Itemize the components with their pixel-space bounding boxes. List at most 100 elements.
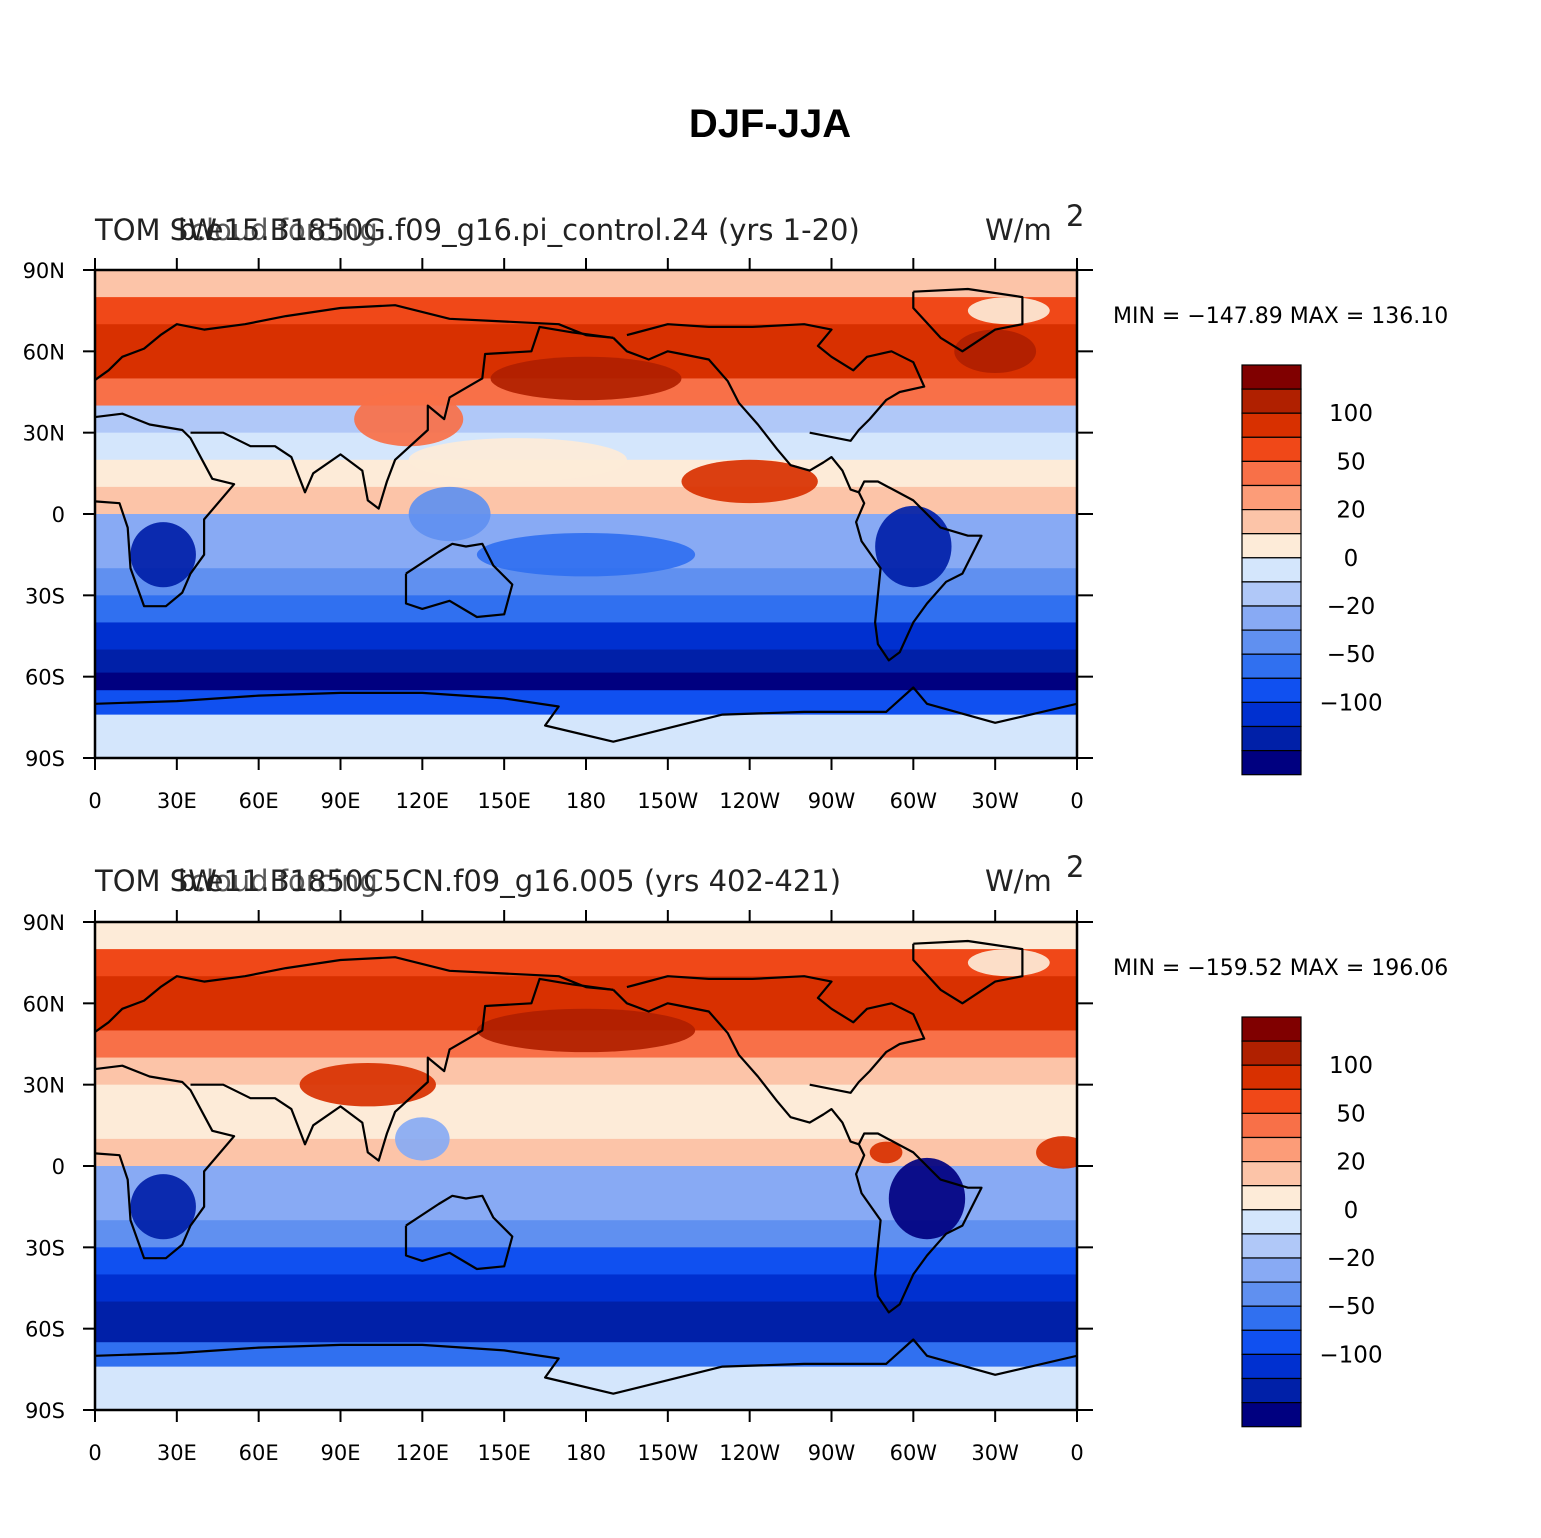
- field-anomaly: [130, 522, 196, 588]
- colorbar-box: [1241, 1112, 1302, 1139]
- latitude-band: [95, 1084, 1077, 1113]
- x-tick-label: 180: [566, 789, 606, 813]
- colorbar-label: 100: [1329, 401, 1373, 427]
- colorbar-label: 0: [1344, 546, 1359, 572]
- x-tick-label: 90E: [321, 789, 361, 813]
- colorbar-box: [1241, 412, 1302, 438]
- colorbar-label: −100: [1319, 690, 1382, 716]
- colorbar-box: [1241, 1257, 1302, 1283]
- panel-title-left: TOM SW: [94, 864, 217, 898]
- latitude-band: [95, 1342, 1077, 1368]
- x-tick-label: 120W: [719, 1441, 780, 1465]
- field-anomaly: [395, 1117, 450, 1161]
- field-anomaly: [967, 297, 1050, 325]
- field-anomaly: [490, 356, 682, 401]
- field-anomaly: [681, 459, 818, 504]
- y-tick-label: 90N: [23, 259, 65, 283]
- y-tick-label: 0: [52, 503, 65, 527]
- latitude-band: [95, 1366, 1077, 1410]
- latitude-band: [95, 649, 1077, 674]
- y-tick-label: 90N: [23, 911, 65, 935]
- latitude-band: [95, 297, 1077, 325]
- colorbar-box: [1241, 749, 1302, 776]
- panel-title-left: TOM SW: [94, 213, 217, 247]
- x-tick-label: 120E: [396, 789, 449, 813]
- y-tick-label: 30S: [25, 1236, 65, 1260]
- coastline: [612, 337, 983, 662]
- field-anomaly: [408, 486, 491, 542]
- colorbar-box: [1241, 1160, 1302, 1187]
- map-panel-bottom: 0 30E 60E 90E 120E 150E 180 150W 120W 90W 60W 30W 09…: [23, 850, 1449, 1465]
- latitude-band: [95, 714, 1077, 758]
- coastline: [912, 287, 1024, 353]
- coastline: [190, 977, 614, 1162]
- colorbar-box: [1241, 364, 1302, 390]
- x-tick-label: 90W: [808, 789, 856, 813]
- colorbar-box: [1241, 509, 1302, 535]
- colorbar-label: −50: [1327, 1294, 1376, 1320]
- colorbar-box: [1241, 1305, 1302, 1331]
- coastline: [95, 412, 236, 608]
- x-tick-label: 120E: [396, 1441, 449, 1465]
- latitude-band: [95, 405, 1077, 434]
- coastline: [404, 542, 514, 619]
- colorbar-box: [1241, 1233, 1302, 1259]
- panel-units: W/m: [985, 864, 1052, 898]
- min-max-label: MIN = −159.52 MAX = 196.06: [1113, 956, 1448, 981]
- colorbar-box: [1241, 629, 1302, 655]
- x-tick-label: 30E: [157, 1441, 197, 1465]
- x-tick-label: 60E: [239, 789, 279, 813]
- coastline: [95, 1338, 1077, 1395]
- colorbar-label: −20: [1327, 594, 1376, 620]
- latitude-band: [95, 1274, 1077, 1303]
- y-tick-label: 0: [52, 1155, 65, 1179]
- colorbar-box: [1241, 1016, 1302, 1042]
- latitude-band: [95, 1301, 1077, 1326]
- coastline: [404, 1194, 514, 1271]
- field-anomaly: [476, 1008, 696, 1053]
- coastline: [95, 956, 614, 1034]
- x-tick-label: 0: [1070, 1441, 1083, 1465]
- colorbar-box: [1241, 1088, 1302, 1115]
- coastline: [95, 686, 1077, 743]
- latitude-band: [95, 922, 1077, 950]
- coastline: [95, 304, 614, 382]
- latitude-band: [95, 976, 1077, 1004]
- colorbar-label: −100: [1319, 1342, 1382, 1368]
- x-tick-label: 30E: [157, 789, 197, 813]
- x-tick-label: 150W: [637, 789, 698, 813]
- colorbar-box: [1241, 1040, 1302, 1066]
- x-tick-label: 30W: [971, 789, 1019, 813]
- y-tick-label: 60S: [25, 1318, 65, 1342]
- colorbar-label: 0: [1344, 1198, 1359, 1224]
- y-tick-label: 30S: [25, 584, 65, 608]
- coastline: [626, 975, 926, 1094]
- colorbar: 100 50 20 0 −20 −50 −100: [1241, 1016, 1383, 1428]
- panel-title-overlay: cloud forcing: [190, 213, 378, 247]
- latitude-band: [95, 1057, 1077, 1086]
- colorbar-box: [1241, 1185, 1302, 1211]
- field-anomaly: [130, 1174, 196, 1240]
- x-tick-label: 120W: [719, 789, 780, 813]
- x-tick-label: 150E: [477, 1441, 530, 1465]
- colorbar-box: [1241, 1353, 1302, 1380]
- colorbar-box: [1241, 677, 1302, 703]
- coastline: [95, 1064, 236, 1260]
- colorbar-box: [1241, 388, 1302, 414]
- colorbar-label: −20: [1327, 1246, 1376, 1272]
- colorbar-box: [1241, 1064, 1302, 1090]
- colorbar-box: [1241, 725, 1302, 752]
- panel-units-exponent: 2: [1066, 199, 1084, 233]
- field-anomaly: [875, 505, 952, 588]
- panel-units-exponent: 2: [1066, 850, 1084, 884]
- colorbar-box: [1241, 1377, 1302, 1404]
- field: [95, 270, 1077, 758]
- map-panel-top: 0 30E 60E 90E 120E 150E 180 150W 120W 90W 60W 30W 09…: [23, 199, 1449, 813]
- x-tick-label: 150W: [637, 1441, 698, 1465]
- colorbar-box: [1241, 1329, 1302, 1356]
- panel-units: W/m: [985, 213, 1052, 247]
- x-tick-label: 60W: [890, 789, 938, 813]
- panel-title-case: b.e11.B1850C5CN.f09_g16.005 (yrs 402-421…: [178, 864, 841, 898]
- colorbar-label: 20: [1336, 498, 1365, 524]
